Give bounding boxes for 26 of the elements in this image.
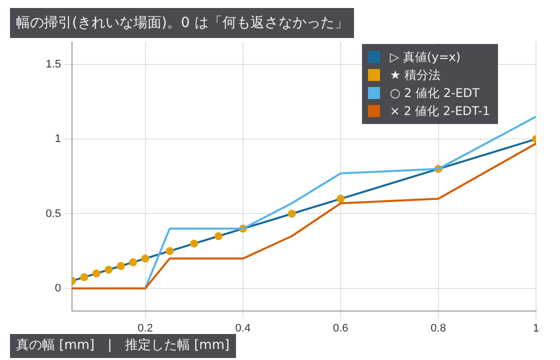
x-tick-label: 0.2 (138, 322, 153, 334)
x-tick-label: 1 (532, 322, 540, 334)
point (141, 254, 150, 263)
x-axis-title: 真の幅 [mm] | 推定した幅 [mm] (10, 334, 236, 358)
point (92, 269, 100, 278)
legend-label: ▷ 真値(y=x) (390, 48, 461, 66)
point (116, 262, 125, 270)
point (104, 266, 113, 274)
chart-title: 幅の掃引(きれいな場面)。0 は「何も返さなかった」 (10, 8, 354, 38)
y-tick-label: 1 (54, 133, 61, 146)
legend-label: × 2 値化 2-EDT-1 (390, 102, 490, 120)
point (336, 194, 345, 203)
y-tick-label: 0 (54, 282, 61, 294)
point (214, 232, 223, 240)
legend-label: ★ 積分法 (390, 66, 440, 84)
legend-label: ○ 2 値化 2-EDT (390, 84, 480, 102)
x-tick-label: 0.6 (332, 322, 348, 334)
y-tick-label: 0.5 (46, 208, 61, 220)
point (190, 240, 198, 248)
point (166, 247, 174, 256)
y-tick-label: 1.5 (46, 58, 61, 70)
point (288, 210, 296, 218)
x-tick-label: 0.8 (430, 322, 446, 334)
x-tick-label: 0.4 (235, 322, 251, 334)
point (129, 258, 138, 266)
point (80, 273, 88, 282)
